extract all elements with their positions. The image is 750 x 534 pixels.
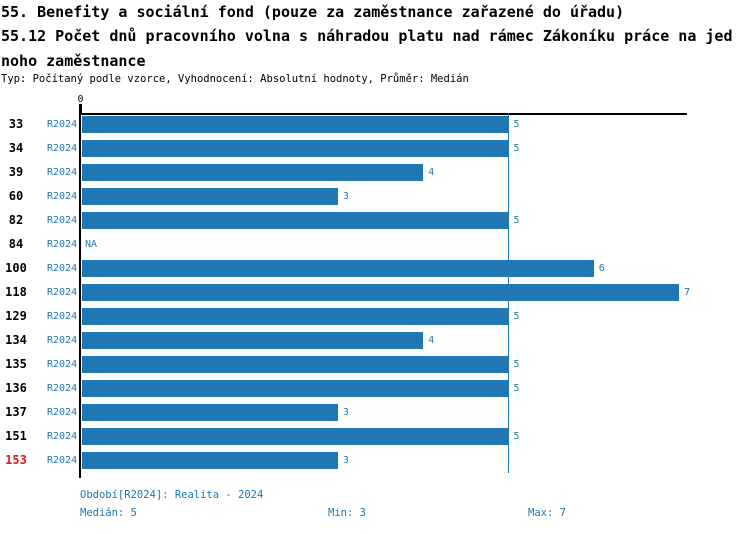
bar-value-label: 7 (684, 287, 691, 298)
y-axis-line (79, 104, 81, 478)
bar (82, 188, 338, 205)
row-period-label: R2024 (47, 287, 78, 298)
bar (82, 380, 509, 397)
row-category-label: 129 (5, 309, 27, 323)
bar-value-label: 5 (513, 431, 520, 442)
row-category-label: 34 (8, 141, 24, 155)
bar (82, 116, 509, 133)
row-category-label: 82 (8, 213, 24, 227)
bar (82, 428, 509, 445)
row-period-label: R2024 (47, 143, 78, 154)
bar (82, 404, 338, 421)
chart-subtitle-line2: noho zaměstnance (1, 52, 146, 70)
bar (82, 284, 680, 301)
bar-value-label: 3 (342, 455, 349, 466)
row-na-label: NA (85, 239, 98, 250)
chart-subtitle-line1: 55.12 Počet dnů pracovního volna s náhra… (1, 27, 733, 45)
bar (82, 212, 509, 229)
bar-value-label: 5 (513, 359, 520, 370)
chart-meta-info: Typ: Počítaný podle vzorce, Vyhodnocení:… (1, 73, 469, 85)
row-period-label: R2024 (47, 239, 78, 250)
bar (82, 260, 594, 277)
row-category-label: 136 (5, 381, 27, 395)
row-period-label: R2024 (47, 263, 78, 274)
x-axis-zero-tick-label: 0 (77, 94, 84, 105)
footer-max-stat: Max: 7 (528, 507, 566, 519)
footer-median-stat: Medián: 5 (80, 507, 137, 519)
bar (82, 164, 424, 181)
bar (82, 452, 338, 469)
bar-value-label: 4 (428, 167, 435, 178)
footer-period-info: Období[R2024]: Realita - 2024 (80, 489, 264, 501)
row-category-label: 100 (5, 261, 27, 275)
row-period-label: R2024 (47, 119, 78, 130)
footer-min-stat: Min: 3 (328, 507, 366, 519)
row-category-label: 39 (8, 165, 24, 179)
x-axis-line (79, 113, 687, 115)
bar-value-label: 5 (513, 143, 520, 154)
row-period-label: R2024 (47, 431, 78, 442)
row-category-label: 151 (5, 429, 27, 443)
row-category-label: 84 (8, 237, 24, 251)
row-category-label: 153 (5, 453, 27, 467)
bar-value-label: 5 (513, 215, 520, 226)
row-period-label: R2024 (47, 311, 78, 322)
row-period-label: R2024 (47, 359, 78, 370)
bar-value-label: 5 (513, 311, 520, 322)
chart-title: 55. Benefity a sociální fond (pouze za z… (1, 3, 625, 21)
row-category-label: 135 (5, 357, 27, 371)
row-category-label: 33 (8, 117, 24, 131)
bar-value-label: 3 (342, 191, 349, 202)
row-category-label: 60 (8, 189, 24, 203)
row-period-label: R2024 (47, 383, 78, 394)
bar-value-label: 3 (342, 407, 349, 418)
bar (82, 356, 509, 373)
bar (82, 332, 424, 349)
row-category-label: 118 (5, 285, 27, 299)
row-period-label: R2024 (47, 407, 78, 418)
row-period-label: R2024 (47, 335, 78, 346)
row-period-label: R2024 (47, 455, 78, 466)
bar-value-label: 5 (513, 119, 520, 130)
bar (82, 140, 509, 157)
row-period-label: R2024 (47, 191, 78, 202)
row-period-label: R2024 (47, 167, 78, 178)
row-category-label: 137 (5, 405, 27, 419)
bar-value-label: 6 (598, 263, 605, 274)
row-category-label: 134 (5, 333, 27, 347)
bar (82, 308, 509, 325)
row-period-label: R2024 (47, 215, 78, 226)
bar-value-label: 5 (513, 383, 520, 394)
bar-value-label: 4 (428, 335, 435, 346)
